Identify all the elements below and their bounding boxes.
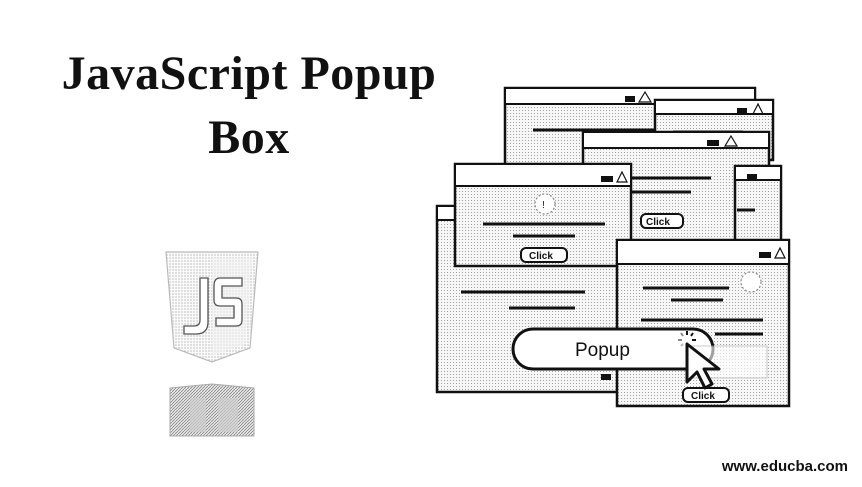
loading-spinner-icon (678, 331, 696, 347)
popup-windows-illustration: Click ! Click Click Popup (435, 86, 791, 408)
cursor-arrow-icon (685, 342, 721, 390)
click-label-front: Click (691, 391, 715, 402)
website-url: www.educba.com (721, 458, 848, 475)
title-line-1: JavaScript Popup (61, 47, 437, 100)
click-label-left: Click (529, 251, 553, 262)
title-line-2: Box (208, 111, 290, 164)
logo-letter-j (183, 277, 209, 335)
popup-window-left: ! (453, 162, 633, 268)
javascript-shield-logo (165, 251, 259, 437)
logo-letter-s (213, 277, 243, 327)
popup-button-label: Popup (575, 340, 630, 361)
svg-text:!: ! (542, 200, 545, 211)
page-title: JavaScript Popup Box (0, 42, 498, 170)
click-label-middle: Click (646, 217, 670, 228)
